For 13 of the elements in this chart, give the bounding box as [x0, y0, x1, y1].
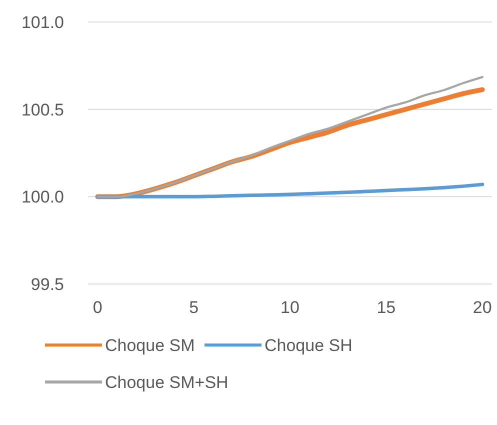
y-tick-label: 100.5 — [21, 100, 64, 120]
y-tick-label: 100.0 — [21, 188, 64, 207]
x-tick-label: 5 — [189, 298, 199, 317]
x-tick-label: 15 — [376, 298, 396, 317]
x-tick-label: 0 — [92, 298, 102, 317]
line-series — [96, 182, 484, 198]
y-tick-label: 99.5 — [30, 274, 64, 294]
legend-label: Choque SM+SH — [105, 372, 228, 392]
legend-label: Choque SM — [105, 336, 195, 355]
y-tick-label: 101.0 — [21, 12, 64, 32]
x-tick-label: 20 — [472, 298, 492, 317]
legend-label: Choque SH — [264, 336, 352, 355]
x-tick-label: 10 — [280, 298, 300, 317]
